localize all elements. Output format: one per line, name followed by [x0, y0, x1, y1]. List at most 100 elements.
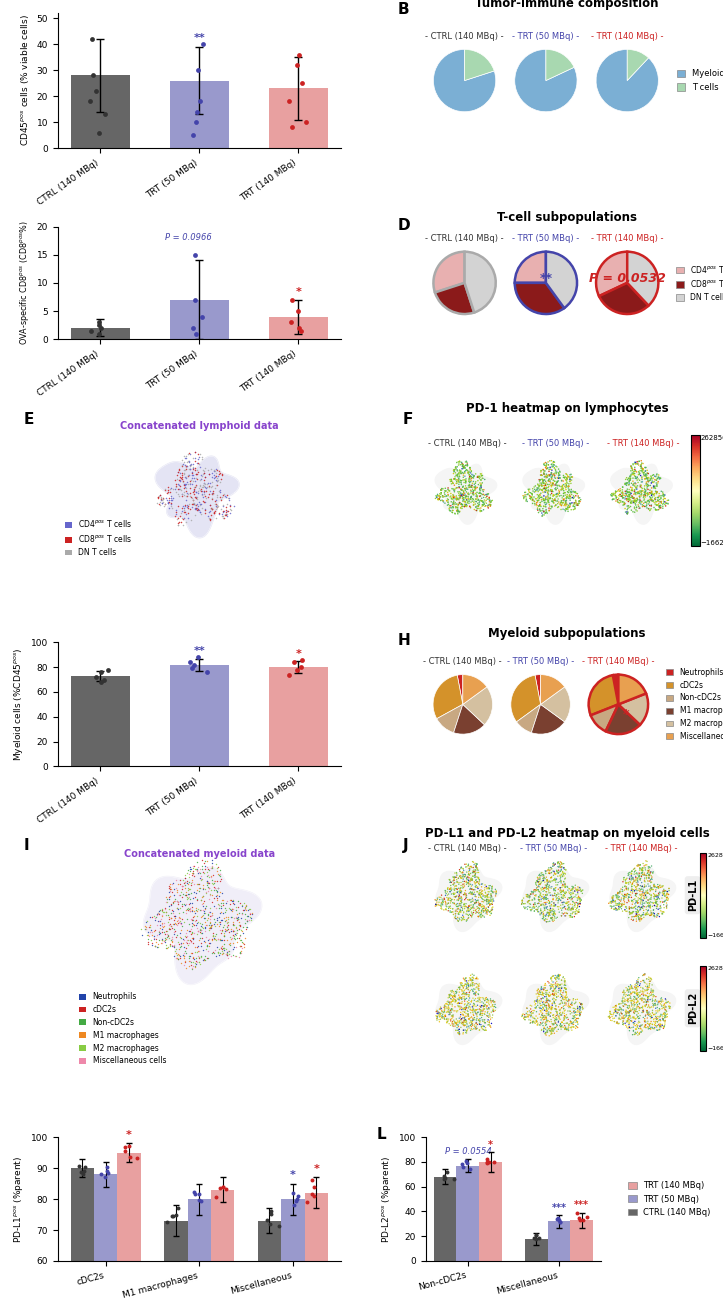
Point	[453, 474, 465, 495]
Point	[559, 971, 570, 992]
Point	[161, 889, 173, 910]
Point	[460, 864, 471, 885]
Point	[625, 468, 636, 489]
Point	[529, 997, 541, 1018]
Point	[471, 853, 482, 874]
Point	[654, 998, 665, 1019]
Point	[455, 867, 466, 888]
Wedge shape	[457, 675, 463, 705]
Point	[610, 481, 622, 502]
Point	[577, 997, 589, 1018]
Point	[460, 495, 471, 516]
Point	[634, 857, 646, 878]
Point	[633, 494, 644, 515]
Point	[620, 1015, 632, 1036]
Point	[556, 471, 568, 491]
Point	[173, 902, 184, 923]
Point	[460, 1010, 471, 1031]
Point	[638, 490, 650, 511]
Point	[647, 1002, 659, 1023]
Point	[473, 1010, 484, 1031]
Point	[181, 887, 192, 907]
Point	[479, 494, 490, 515]
Point	[644, 989, 656, 1010]
Point	[564, 497, 576, 517]
Point	[540, 489, 552, 510]
Point	[455, 887, 467, 907]
Point	[612, 887, 624, 907]
Point	[624, 976, 636, 997]
Point	[560, 994, 572, 1015]
Point	[216, 944, 228, 965]
Point	[570, 1018, 581, 1039]
Point	[456, 486, 468, 507]
Point	[557, 490, 569, 511]
Point	[544, 1004, 555, 1024]
Point	[470, 903, 482, 924]
Point	[653, 885, 664, 906]
Point	[652, 874, 664, 894]
Point	[451, 500, 463, 521]
Point	[630, 494, 641, 515]
Point	[475, 887, 487, 907]
Point	[632, 897, 643, 918]
Point	[467, 970, 479, 991]
Title: - TRT (50 MBq) -: - TRT (50 MBq) -	[507, 658, 574, 667]
Point	[628, 493, 639, 514]
Point	[636, 474, 647, 495]
Point	[157, 930, 168, 950]
Point	[620, 1008, 631, 1028]
Point	[525, 900, 536, 920]
Point	[464, 469, 476, 490]
Point	[537, 993, 549, 1014]
Point	[481, 889, 492, 910]
Point	[197, 918, 209, 939]
Point	[546, 907, 557, 928]
Point	[458, 467, 469, 488]
Point	[619, 900, 630, 920]
Point	[543, 469, 555, 490]
Point	[638, 1001, 649, 1022]
Point	[205, 866, 217, 887]
Point	[466, 1014, 478, 1035]
Point	[458, 984, 470, 1005]
Point	[449, 460, 461, 481]
Point	[450, 1020, 462, 1041]
Point	[448, 485, 459, 506]
Point	[633, 889, 644, 910]
Point	[221, 919, 232, 940]
Point	[449, 883, 461, 903]
Point	[604, 1006, 615, 1027]
Point	[208, 926, 219, 946]
Point	[545, 857, 557, 878]
Point	[548, 854, 560, 875]
Point	[636, 863, 647, 884]
Point	[544, 863, 555, 884]
Point	[453, 978, 465, 998]
Point	[610, 489, 622, 510]
Point	[457, 867, 469, 888]
Point	[543, 902, 555, 923]
Point	[631, 478, 643, 499]
Point	[487, 897, 499, 918]
Point	[640, 854, 651, 875]
Point	[557, 898, 568, 919]
Point	[184, 901, 196, 922]
Point	[208, 926, 219, 946]
Point	[645, 490, 656, 511]
Point	[651, 878, 662, 898]
Point	[556, 881, 568, 902]
Point	[469, 874, 481, 894]
Point	[535, 894, 547, 915]
Point	[607, 887, 619, 907]
Point	[618, 494, 630, 515]
Point	[540, 983, 552, 1004]
Point	[193, 930, 205, 950]
Point	[548, 893, 560, 914]
Point	[561, 486, 573, 507]
Point	[164, 881, 176, 902]
Point	[184, 892, 195, 913]
Point	[575, 993, 586, 1014]
Point	[458, 463, 469, 484]
Point	[473, 862, 484, 883]
